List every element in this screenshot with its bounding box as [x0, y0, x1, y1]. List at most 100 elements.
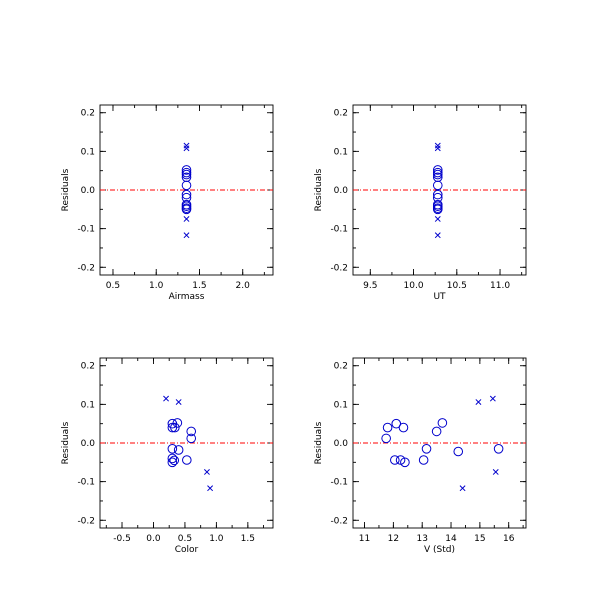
y-axis-label: Residuals	[61, 421, 71, 464]
x-tick-label: 0.5	[178, 534, 192, 544]
x-tick-label: -0.5	[113, 534, 131, 544]
data-point-x	[183, 232, 190, 239]
x-tick-label: 1.5	[241, 534, 255, 544]
data-point-circle	[181, 180, 192, 191]
data-point-circle	[181, 189, 192, 200]
x-tick-label: 9.5	[363, 281, 377, 291]
data-point-circle	[432, 204, 443, 215]
x-tick-label: 11	[359, 534, 370, 544]
y-tick-label: -0.1	[330, 478, 348, 488]
data-point-x	[489, 395, 496, 402]
x-tick-label: 0.5	[106, 281, 120, 291]
data-point-circle	[431, 426, 442, 437]
data-point-x	[434, 232, 441, 239]
data-point-circle	[418, 455, 429, 465]
y-tick-label: 0.2	[334, 362, 348, 372]
x-axis-label: UT	[433, 292, 446, 302]
y-tick-label: -0.2	[77, 263, 95, 273]
data-point-circle	[169, 455, 180, 466]
data-point-circle	[186, 426, 197, 437]
data-point-x	[183, 145, 190, 152]
data-point-circle	[167, 453, 178, 464]
x-axis-label: Color	[175, 545, 199, 555]
y-tick-label: -0.1	[77, 225, 95, 235]
data-point-x	[492, 469, 499, 475]
y-tick-label: 0.0	[334, 186, 349, 196]
data-point-circle	[398, 422, 409, 433]
data-point-circle	[432, 189, 443, 200]
y-tick-label: 0.2	[81, 362, 95, 372]
y-tick-label: 0.2	[334, 109, 348, 119]
x-tick-label: 1.0	[149, 281, 164, 291]
x-tick-label: 11.0	[490, 281, 510, 291]
data-point-x	[203, 469, 210, 475]
x-tick-label: 15	[474, 534, 485, 544]
data-point-x	[207, 485, 214, 492]
data-point-x	[163, 395, 170, 402]
data-point-x	[434, 145, 441, 152]
data-point-circle	[390, 455, 400, 465]
data-point-x	[459, 485, 466, 492]
y-axis-label: Residuals	[314, 421, 324, 464]
data-point-circle	[181, 165, 192, 175]
data-point-circle	[432, 169, 443, 180]
x-tick-label: 16	[503, 534, 515, 544]
data-point-x	[183, 142, 190, 149]
x-tick-label: 2.0	[236, 281, 251, 291]
data-point-x	[434, 142, 441, 149]
y-tick-label: 0.1	[334, 147, 348, 157]
data-point-circle	[172, 418, 183, 428]
x-axis-label: V (Std)	[424, 545, 455, 555]
y-tick-label: 0.1	[334, 400, 348, 410]
plot-vstd: 11 12 13 14 15 16 -0.2 -0.1 0.0 0.1 0.2 V (Std) Resi…	[314, 357, 527, 555]
data-point-circle	[432, 180, 443, 191]
data-point-circle	[173, 445, 184, 455]
y-tick-label: -0.2	[330, 516, 348, 526]
data-point-x	[475, 399, 482, 405]
x-tick-label: 10.0	[404, 281, 424, 291]
plot-airmass: 0.5 1.0 1.5 2.0 -0.2 -0.1 0.0 0.1 0.2 Airmass Resi…	[61, 104, 274, 302]
y-tick-label: 0.0	[81, 439, 96, 449]
y-axis-label: Residuals	[61, 168, 71, 211]
data-point-x	[434, 216, 441, 222]
x-tick-label: 13	[416, 534, 427, 544]
y-tick-label: -0.1	[77, 478, 95, 488]
y-tick-label: 0.2	[81, 109, 95, 119]
data-point-circle	[182, 455, 192, 465]
data-point-circle	[181, 169, 192, 180]
x-tick-label: 14	[445, 534, 457, 544]
data-point-circle	[493, 443, 504, 454]
x-tick-label: 0.0	[146, 534, 161, 544]
y-tick-label: -0.1	[330, 225, 348, 235]
data-point-circle	[170, 422, 180, 433]
data-point-x	[183, 216, 190, 222]
x-tick-label: 1.0	[209, 534, 224, 544]
data-point-circle	[167, 457, 178, 468]
x-tick-label: 1.5	[192, 281, 206, 291]
data-point-circle	[382, 422, 393, 433]
plot-ut: 9.5 10.0 10.5 11.0 -0.2 -0.1 0.0 0.1 0.2 UT Residu…	[314, 104, 527, 302]
data-point-circle	[421, 443, 432, 454]
data-point-circle	[453, 446, 464, 457]
y-tick-label: -0.2	[77, 516, 95, 526]
x-tick-label: 12	[388, 534, 399, 544]
data-point-circle	[167, 443, 178, 454]
data-point-circle	[432, 165, 443, 175]
y-axis-label: Residuals	[314, 168, 324, 211]
data-point-circle	[391, 418, 402, 429]
data-point-circle	[186, 433, 197, 444]
x-tick-label: 10.5	[447, 281, 467, 291]
data-point-circle	[181, 204, 192, 215]
data-point-circle	[437, 418, 448, 428]
data-point-x	[175, 399, 182, 405]
y-tick-label: 0.0	[334, 439, 349, 449]
data-point-circle	[400, 457, 410, 468]
y-tick-label: 0.1	[81, 400, 95, 410]
x-axis-label: Airmass	[169, 292, 205, 302]
data-point-circle	[381, 433, 391, 444]
plot-color: -0.5 0.0 0.5 1.0 1.5 -0.2 -0.1 0.0 0.1 0.2 Color Re…	[61, 357, 274, 555]
y-tick-label: 0.0	[81, 186, 96, 196]
y-tick-label: 0.1	[81, 147, 95, 157]
y-tick-label: -0.2	[330, 263, 348, 273]
